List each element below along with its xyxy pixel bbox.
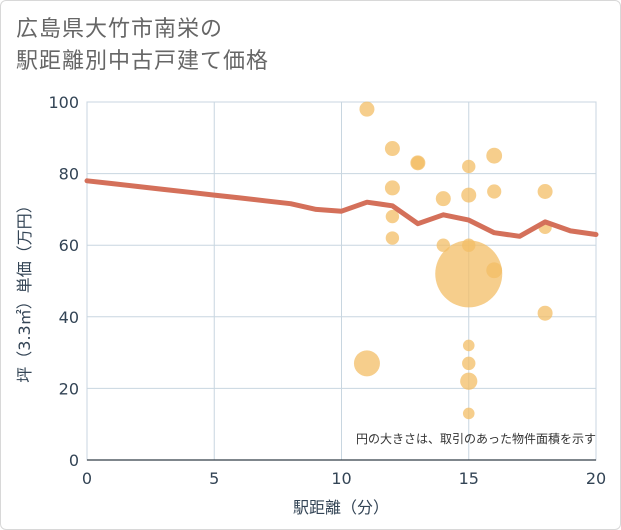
- chart-title-line1: 広島県大竹市南栄の: [16, 17, 224, 42]
- trend-line: [84, 178, 599, 239]
- grid-lines: [86, 101, 597, 461]
- y-axis-label: 坪（3.3㎡）単価（万円）: [15, 197, 34, 382]
- data-point: [385, 209, 400, 224]
- data-point: [462, 407, 475, 420]
- data-point: [384, 180, 400, 196]
- x-axis-label: 駅距離（分）: [293, 498, 389, 517]
- data-point: [486, 262, 503, 279]
- data-point: [411, 156, 425, 170]
- y-tick-label: 20: [59, 379, 79, 398]
- data-point: [537, 184, 553, 199]
- y-tick-label: 40: [59, 308, 79, 327]
- chart-title: 広島県大竹市南栄の 駅距離別中古戸建て価格: [16, 14, 269, 78]
- data-point: [462, 339, 475, 352]
- x-tick-label: 5: [209, 469, 219, 488]
- data-point: [359, 101, 375, 117]
- data-point: [436, 238, 450, 252]
- size-note: 円の大きさは、取引のあった物件面積を示す: [356, 431, 596, 446]
- y-tick-label: 80: [59, 165, 79, 184]
- x-tick-label: 0: [82, 469, 92, 488]
- data-point: [486, 147, 503, 164]
- data-point: [435, 191, 451, 207]
- y-tick-label: 100: [48, 93, 79, 112]
- data-point: [487, 184, 502, 199]
- data-point: [353, 350, 380, 377]
- data-point: [435, 240, 503, 308]
- y-tick-label: 0: [69, 451, 79, 470]
- trend-line-group: [84, 178, 599, 239]
- data-point: [384, 141, 400, 157]
- data-point: [537, 305, 553, 321]
- data-point: [462, 159, 476, 174]
- tick-labels: 0 20 40 60 80 100 0 5 10 15 20: [48, 93, 606, 488]
- x-tick-label: 10: [331, 469, 351, 488]
- data-point: [460, 372, 478, 390]
- data-point: [461, 187, 477, 203]
- scatter-points: [353, 101, 553, 420]
- data-point: [462, 356, 476, 371]
- chart-title-line2: 駅距離別中古戸建て価格: [16, 49, 270, 74]
- x-tick-label: 20: [586, 469, 606, 488]
- y-tick-label: 60: [59, 236, 79, 255]
- data-point: [385, 231, 400, 245]
- x-tick-label: 15: [459, 469, 479, 488]
